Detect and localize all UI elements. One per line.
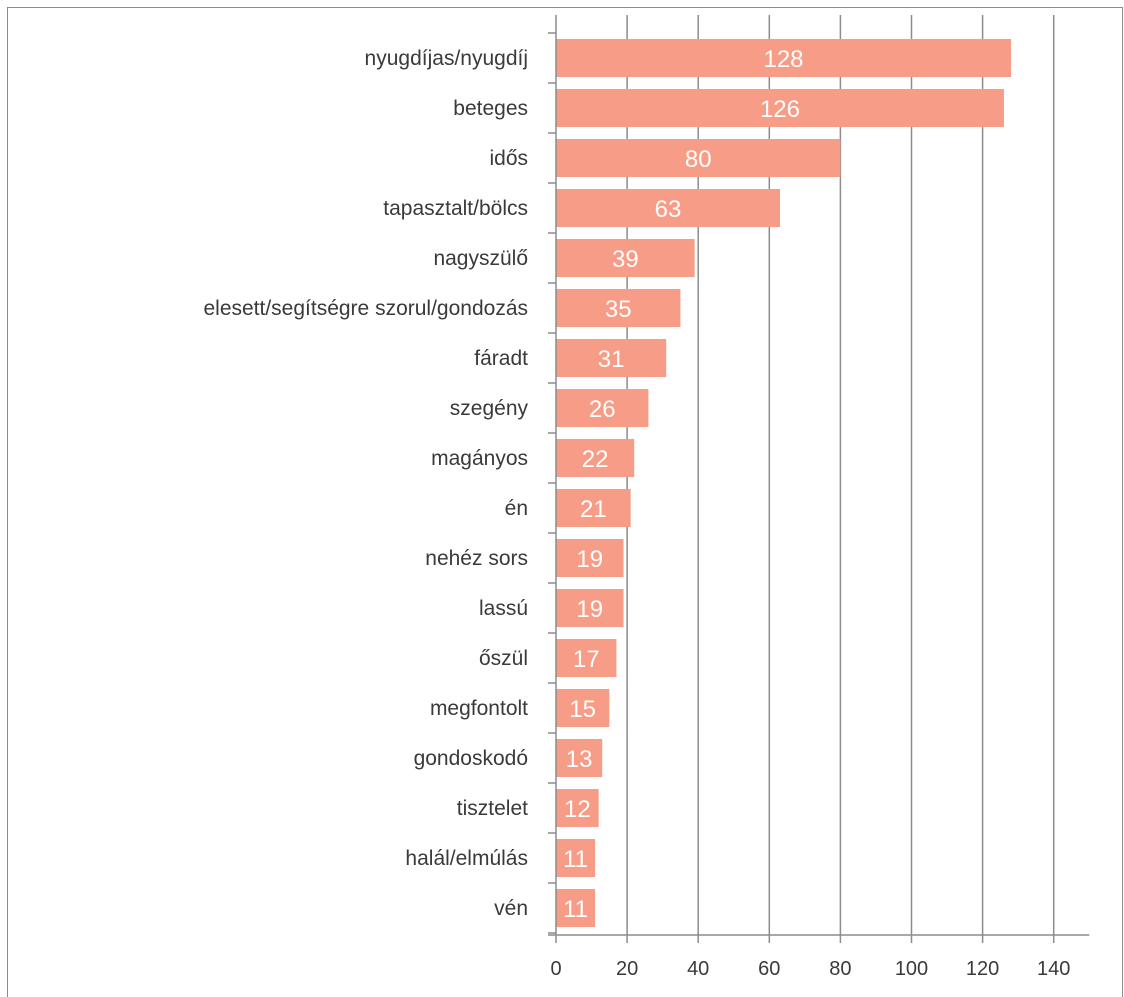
data-label-9: 21 — [580, 496, 607, 523]
data-label-11: 19 — [576, 596, 603, 623]
category-label-7: szegény — [450, 397, 529, 420]
data-label-3: 63 — [655, 196, 682, 223]
bar-10 — [556, 539, 624, 577]
data-label-14: 13 — [566, 746, 593, 773]
category-label-17: vén — [494, 897, 528, 920]
bar-4 — [556, 239, 695, 277]
category-label-6: fáradt — [474, 347, 528, 370]
bar-1 — [556, 89, 1004, 127]
category-label-3: tapasztalt/bölcs — [383, 197, 528, 220]
x-tick-label-20: 20 — [616, 958, 638, 980]
x-tick-label-100: 100 — [895, 958, 928, 980]
data-label-12: 17 — [573, 646, 600, 673]
x-tick-label-140: 140 — [1037, 958, 1070, 980]
bar-15 — [556, 789, 599, 827]
category-label-0: nyugdíjas/nyugdíj — [365, 47, 528, 70]
bar-5 — [556, 289, 681, 327]
bars — [556, 39, 1012, 927]
data-label-1: 126 — [760, 96, 800, 123]
x-tick-label-40: 40 — [687, 958, 709, 980]
category-label-16: halál/elmúlás — [405, 847, 528, 870]
data-label-4: 39 — [612, 246, 639, 273]
data-label-5: 35 — [605, 296, 632, 323]
x-tick-label-60: 60 — [758, 958, 780, 980]
bar-12 — [556, 639, 617, 677]
category-label-14: gondoskodó — [414, 747, 528, 770]
bar-7 — [556, 389, 649, 427]
bar-14 — [556, 739, 603, 777]
bar-16 — [556, 839, 596, 877]
bar-9 — [556, 489, 631, 527]
chart-frame — [7, 7, 1123, 997]
category-label-1: beteges — [453, 97, 528, 120]
category-label-5: elesett/segítségre szorul/gondozás — [203, 297, 528, 320]
bar-3 — [556, 189, 780, 227]
x-tick-label-80: 80 — [829, 958, 851, 980]
x-tick-label-120: 120 — [966, 958, 999, 980]
labels: 128 nyugdíjas/nyugdíj 126 beteges 80 idős 63 ta… — [203, 46, 1070, 980]
bar-6 — [556, 339, 667, 377]
bar-8 — [556, 439, 635, 477]
category-label-13: megfontolt — [430, 697, 528, 720]
category-label-10: nehéz sors — [425, 547, 528, 570]
bar-17 — [556, 889, 596, 927]
bar-13 — [556, 689, 610, 727]
x-tick-label-0: 0 — [550, 958, 561, 980]
data-label-10: 19 — [576, 546, 603, 573]
data-label-8: 22 — [582, 446, 609, 473]
data-label-17: 11 — [563, 896, 588, 923]
category-label-11: lassú — [479, 597, 528, 620]
data-label-2: 80 — [685, 146, 712, 173]
data-label-7: 26 — [589, 396, 616, 423]
bar-2 — [556, 139, 841, 177]
axes — [548, 15, 1090, 943]
data-label-0: 128 — [763, 46, 803, 73]
category-label-8: magányos — [431, 447, 528, 470]
bar-0 — [556, 39, 1012, 77]
data-label-13: 15 — [569, 696, 596, 723]
bar-11 — [556, 589, 624, 627]
category-label-4: nagyszülő — [433, 247, 528, 270]
category-label-9: én — [505, 497, 528, 520]
category-label-2: idős — [489, 147, 528, 170]
data-label-15: 12 — [564, 796, 591, 823]
data-label-6: 31 — [598, 346, 625, 373]
category-label-12: őszül — [479, 647, 528, 670]
data-label-16: 11 — [563, 846, 588, 873]
category-label-15: tisztelet — [457, 797, 528, 820]
